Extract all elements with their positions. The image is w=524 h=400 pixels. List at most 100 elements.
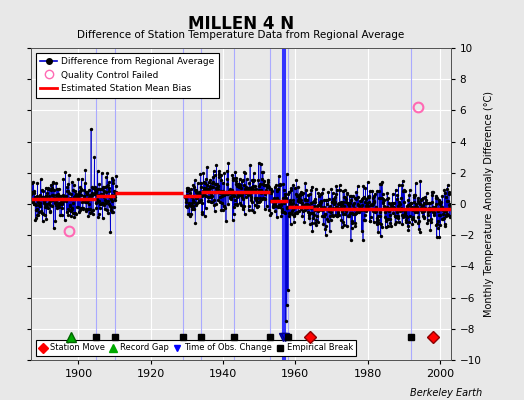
Point — [380, 202, 388, 209]
Point — [305, 191, 314, 197]
Point — [85, 194, 93, 200]
Point — [369, 219, 378, 225]
Point — [407, 206, 415, 212]
Point — [290, 212, 299, 218]
Point — [103, 183, 111, 189]
Point — [425, 206, 434, 213]
Point — [391, 186, 400, 193]
Point — [313, 208, 322, 214]
Point — [442, 194, 450, 200]
Point — [318, 190, 326, 196]
Point — [195, 198, 203, 204]
Point — [400, 188, 409, 194]
Point — [264, 179, 272, 186]
Point — [190, 187, 199, 194]
Point — [328, 198, 336, 205]
Point — [271, 200, 280, 206]
Point — [393, 192, 401, 198]
Point — [294, 198, 303, 204]
Point — [225, 188, 233, 194]
Point — [332, 183, 341, 189]
Point — [263, 184, 271, 190]
Point — [417, 206, 425, 212]
Point — [431, 201, 440, 207]
Point — [206, 194, 215, 200]
Point — [34, 198, 42, 205]
Point — [359, 237, 367, 244]
Point — [248, 177, 257, 184]
Point — [52, 192, 60, 199]
Point — [189, 197, 198, 204]
Point — [286, 199, 294, 205]
Point — [33, 212, 41, 218]
Point — [395, 182, 403, 188]
Point — [310, 212, 319, 218]
Point — [261, 196, 269, 203]
Point — [248, 184, 256, 190]
Point — [308, 183, 316, 190]
Point — [435, 197, 443, 204]
Point — [56, 212, 64, 218]
Point — [336, 187, 344, 193]
Point — [259, 194, 268, 201]
Point — [349, 210, 357, 217]
Point — [361, 184, 369, 191]
Point — [201, 186, 209, 192]
Point — [331, 198, 339, 205]
Point — [271, 208, 279, 214]
Point — [238, 177, 247, 183]
Point — [268, 197, 276, 204]
Point — [357, 206, 365, 213]
Text: Berkeley Earth: Berkeley Earth — [410, 388, 482, 398]
Point — [380, 204, 389, 211]
Point — [193, 192, 201, 198]
Point — [298, 213, 307, 219]
Point — [108, 198, 116, 204]
Point — [366, 202, 375, 208]
Point — [110, 188, 118, 194]
Point — [368, 200, 377, 207]
Point — [185, 211, 194, 217]
Point — [108, 177, 117, 184]
Point — [405, 219, 413, 225]
Point — [309, 210, 317, 216]
Point — [416, 178, 424, 185]
Point — [395, 198, 403, 205]
Point — [86, 194, 95, 201]
Point — [260, 178, 268, 184]
Point — [190, 199, 198, 206]
Point — [256, 181, 264, 187]
Point — [79, 192, 88, 199]
Point — [398, 206, 407, 213]
Point — [56, 200, 64, 207]
Point — [282, 194, 290, 201]
Point — [358, 202, 367, 208]
Point — [340, 222, 348, 228]
Point — [42, 215, 50, 222]
Point — [29, 199, 37, 205]
Point — [60, 193, 68, 200]
Point — [427, 216, 435, 222]
Point — [277, 202, 285, 209]
Point — [211, 189, 220, 195]
Point — [322, 223, 330, 229]
Point — [397, 195, 406, 201]
Point — [370, 209, 379, 215]
Point — [252, 183, 260, 189]
Point — [184, 200, 193, 207]
Point — [388, 190, 397, 197]
Point — [309, 215, 318, 222]
Point — [377, 233, 385, 239]
Point — [302, 205, 311, 211]
Point — [427, 207, 435, 214]
Point — [439, 210, 447, 217]
Point — [108, 192, 117, 198]
Point — [247, 186, 256, 192]
Point — [312, 217, 320, 224]
Point — [36, 203, 44, 209]
Point — [183, 185, 192, 191]
Point — [184, 211, 192, 218]
Point — [222, 191, 230, 198]
Point — [291, 184, 299, 191]
Point — [219, 179, 227, 186]
